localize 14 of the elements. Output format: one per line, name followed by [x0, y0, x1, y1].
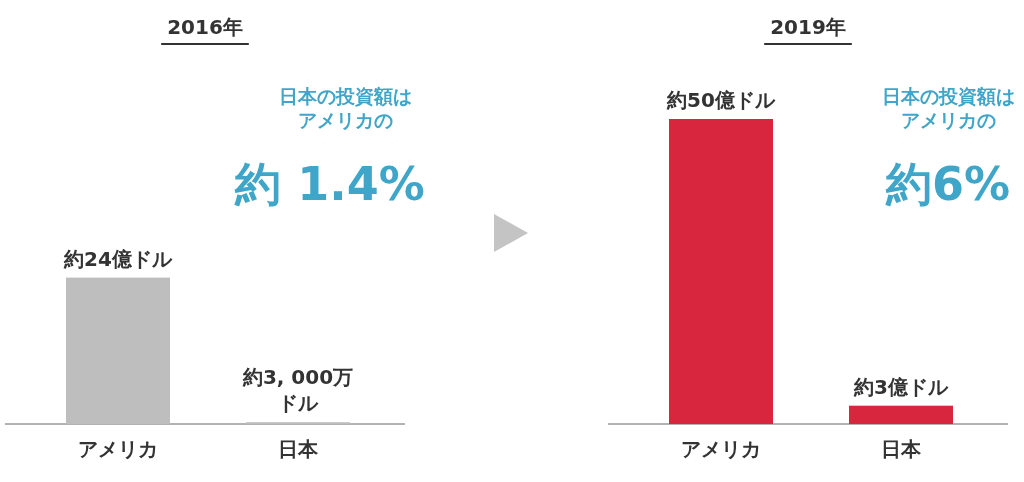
x-tick-label: 日本 [881, 437, 922, 461]
chart-title: 2019年 [770, 15, 846, 39]
data-label: 約24億ドル [63, 246, 173, 271]
x-tick-label: 日本 [278, 437, 319, 461]
x-tick-label: アメリカ [681, 437, 761, 461]
x-tick-label: アメリカ [78, 437, 158, 461]
data-label: 約3億ドル [853, 374, 949, 399]
data-label: 約3, 000万ドル [241, 365, 354, 416]
text: 日本の投資額はアメリカの [278, 85, 412, 131]
chart-title: 2016年 [167, 15, 243, 39]
annotation: 日本の投資額はアメリカの [881, 85, 1015, 131]
annotation: 約6% [884, 157, 1011, 211]
data-label: 約50億ドル [666, 88, 776, 112]
text: 約 1.4% [234, 157, 425, 211]
